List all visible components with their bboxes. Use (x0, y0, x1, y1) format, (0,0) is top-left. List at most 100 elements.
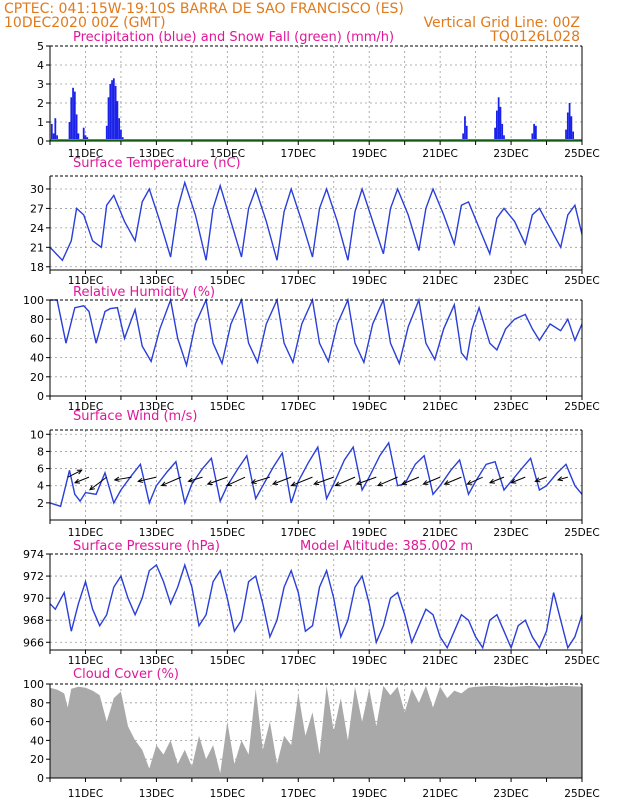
wind-arrow (423, 476, 441, 485)
x-tick-label: 19DEC (351, 527, 386, 539)
precip-bar (499, 106, 502, 141)
wind-arrow (114, 476, 132, 481)
precip-bar (73, 91, 76, 141)
wind-arrow (138, 476, 157, 482)
x-tick-label: 23DEC (493, 275, 528, 287)
precip-bar (75, 114, 78, 141)
wind-arrow-head (225, 481, 232, 487)
wind-arrow-head (250, 478, 257, 484)
precip-bar (68, 122, 71, 141)
x-tick-label: 21DEC (422, 275, 457, 287)
panel-5: Cloud Cover (%) 0 20 40 60 80 100 11DEC 13DEC 15D… (23, 667, 600, 800)
x-tick-label: 17DEC (281, 401, 316, 413)
y-tick-label: 972 (23, 570, 44, 583)
x-tick-label: 11DEC (68, 148, 103, 160)
wind-arrow-head (422, 480, 429, 485)
x-tick-label: 15DEC (210, 527, 245, 539)
y-tick-label: 20 (30, 753, 44, 766)
precip-bar (112, 78, 115, 141)
precip-bar (465, 125, 468, 141)
header-station: CPTEC: 041:15W-19:10S BARRA DE SAO FRANC… (4, 1, 404, 17)
x-tick-label: 19DEC (351, 275, 386, 287)
x-tick-label: 11DEC (68, 401, 103, 413)
y-tick-label: 1 (37, 116, 44, 129)
panel-4: Surface Pressure (hPa) Model Altitude: 38… (23, 539, 600, 667)
precip-bar (572, 131, 575, 141)
y-tick-label: 0 (37, 135, 44, 148)
x-tick-label: 25DEC (564, 401, 599, 413)
y-tick-label: 8 (37, 445, 44, 458)
wind-arrow (291, 476, 313, 487)
precip-bar (570, 116, 573, 141)
precip-bar (495, 110, 498, 141)
wind-arrow (511, 476, 526, 484)
x-tick-label: 23DEC (493, 527, 528, 539)
panel-2: Relative Humidity (%) 0 20 40 60 80 100 11DEC 13… (23, 285, 600, 413)
wind-arrow (356, 476, 377, 485)
x-tick-label: 17DEC (281, 148, 316, 160)
y-tick-label: 974 (23, 548, 44, 561)
wind-arrow-head (400, 480, 408, 485)
series-line (49, 562, 583, 650)
wind-arrow (89, 476, 108, 491)
wind-arrow (335, 476, 356, 487)
x-tick-label: 21DEC (422, 401, 457, 413)
x-tick-label: 11DEC (68, 788, 103, 800)
precip-bar (568, 103, 571, 141)
precip-bar (52, 133, 55, 141)
precip-bar (535, 125, 537, 141)
wind-arrow-head (187, 477, 194, 483)
precip-bar (107, 97, 110, 141)
y-tick-label: 970 (23, 592, 44, 605)
wind-arrow-head (271, 480, 278, 486)
y-tick-label: 4 (37, 480, 44, 493)
wind-arrow-head (113, 476, 120, 482)
y-tick-label: 4 (37, 59, 44, 72)
precip-bar (56, 135, 58, 141)
x-tick-label: 23DEC (493, 655, 528, 667)
y-tick-label: 80 (30, 313, 44, 326)
y-tick-label: 60 (30, 332, 44, 345)
y-tick-label: 2 (37, 497, 44, 510)
precip-bar (84, 135, 87, 141)
wind-arrow (74, 476, 90, 484)
x-tick-label: 25DEC (564, 788, 599, 800)
x-tick-label: 13DEC (139, 788, 174, 800)
y-tick-label: 3 (37, 78, 44, 91)
x-tick-label: 15DEC (210, 655, 245, 667)
precip-bar (120, 129, 122, 141)
x-tick-label: 19DEC (351, 655, 386, 667)
panel-title: Cloud Cover (%) (73, 667, 179, 682)
series-line (49, 441, 583, 508)
wind-arrow-head (488, 478, 495, 484)
panel-0: Precipitation (blue) and Snow Fall (gree… (37, 30, 600, 160)
wind-arrow-head (534, 477, 541, 483)
panel-title: Precipitation (blue) and Snow Fall (gree… (73, 30, 394, 45)
y-tick-label: 968 (23, 614, 44, 627)
wind-arrow (444, 476, 462, 485)
precip-bar (566, 112, 569, 141)
x-tick-label: 23DEC (493, 401, 528, 413)
wind-arrow-head (160, 481, 167, 487)
x-tick-label: 23DEC (493, 788, 528, 800)
wind-arrow (251, 476, 271, 484)
series-line (49, 180, 583, 262)
panel-title: Relative Humidity (%) (73, 285, 215, 300)
panel-annotation: Model Altitude: 385.002 m (300, 539, 473, 554)
wind-arrow-head (443, 480, 450, 485)
header-grid-line: Vertical Grid Line: 00Z (424, 15, 580, 31)
wind-arrow-head (466, 479, 473, 485)
wind-arrow-head (89, 485, 95, 491)
precip-bar (70, 97, 73, 141)
y-tick-label: 2 (37, 97, 44, 110)
wind-arrow-head (313, 480, 320, 486)
wind-arrow (226, 476, 246, 486)
wind-arrow (188, 476, 203, 482)
wind-arrow (467, 476, 483, 485)
x-tick-label: 19DEC (351, 148, 386, 160)
y-tick-label: 6 (37, 463, 44, 476)
x-tick-label: 25DEC (564, 275, 599, 287)
wind-arrow-head (290, 481, 297, 487)
wind-arrow (557, 476, 568, 481)
